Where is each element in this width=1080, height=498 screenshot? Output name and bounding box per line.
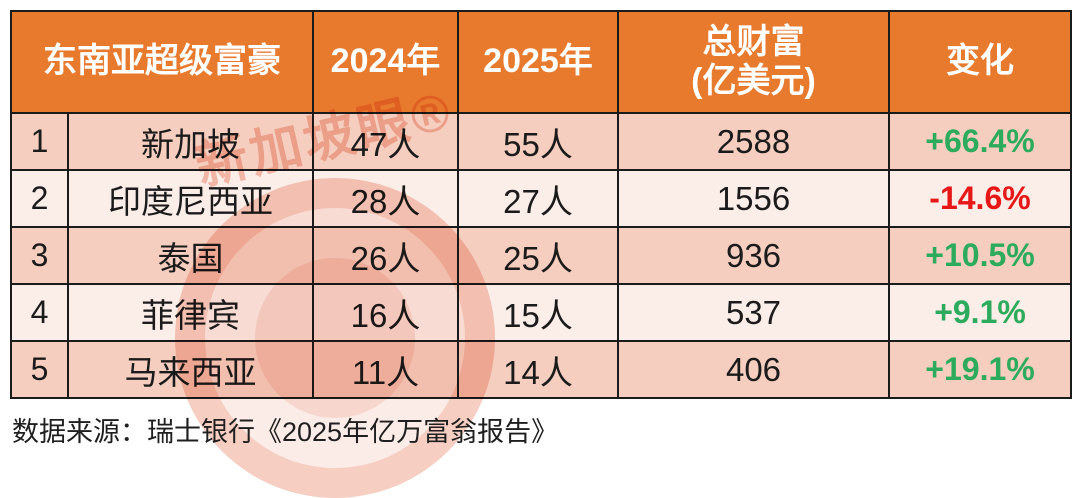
header-wealth-cell: 总财富 (亿美元) [617,10,890,114]
table-header: 东南亚超级富豪 2024年 2025年 总财富 (亿美元) 变化 [10,10,1072,114]
header-2024-cell: 2024年 [312,10,459,114]
rank-cell: 3 [10,226,69,285]
country-cell: 新加坡 [67,112,314,171]
wealth-cell: 2588 [617,112,890,171]
wealth-cell: 1556 [617,169,890,228]
table-row-thailand: 3 泰国 26人 25人 936 +10.5% [10,226,1072,285]
table-title: 东南亚超级富豪 [43,42,281,81]
header-change-cell: 变化 [888,10,1072,114]
count-2024-cell: 26人 [312,226,459,285]
count-2025-cell: 15人 [457,283,619,342]
country-cell: 马来西亚 [67,340,314,399]
change-cell: -14.6% [888,169,1072,228]
table-row-singapore: 1 新加坡 47人 55人 2588 +66.4% [10,112,1072,171]
count-2024-cell: 28人 [312,169,459,228]
table-row-indonesia: 2 印度尼西亚 28人 27人 1556 -14.6% [10,169,1072,228]
country-cell: 菲律宾 [67,283,314,342]
count-2024-cell: 47人 [312,112,459,171]
count-2024-cell: 11人 [312,340,459,399]
rank-cell: 2 [10,169,69,228]
header-change-label: 变化 [946,42,1014,81]
table-row-malaysia: 5 马来西亚 11人 14人 406 +19.1% [10,340,1072,399]
rich-list-table: 东南亚超级富豪 2024年 2025年 总财富 (亿美元) 变化 1 新加坡 4… [10,10,1072,399]
country-cell: 印度尼西亚 [67,169,314,228]
wealth-cell: 936 [617,226,890,285]
wealth-cell: 537 [617,283,890,342]
count-2025-cell: 55人 [457,112,619,171]
count-2024-cell: 16人 [312,283,459,342]
rank-cell: 5 [10,340,69,399]
count-2025-cell: 27人 [457,169,619,228]
rank-cell: 4 [10,283,69,342]
table-row-philippines: 4 菲律宾 16人 15人 537 +9.1% [10,283,1072,342]
header-title-cell: 东南亚超级富豪 [10,10,314,114]
count-2025-cell: 25人 [457,226,619,285]
change-cell: +9.1% [888,283,1072,342]
rank-cell: 1 [10,112,69,171]
header-2025-label: 2025年 [483,42,593,81]
count-2025-cell: 14人 [457,340,619,399]
change-cell: +66.4% [888,112,1072,171]
table-body: 1 新加坡 47人 55人 2588 +66.4% 2 印度尼西亚 28人 27… [10,112,1072,399]
change-cell: +10.5% [888,226,1072,285]
header-2025-cell: 2025年 [457,10,619,114]
header-wealth-label-line2: (亿美元) [691,62,816,100]
header-row: 东南亚超级富豪 2024年 2025年 总财富 (亿美元) 变化 [10,10,1072,114]
header-2024-label: 2024年 [330,42,441,81]
change-cell: +19.1% [888,340,1072,399]
country-cell: 泰国 [67,226,314,285]
header-wealth-label-line1: 总财富 [702,22,805,61]
wealth-cell: 406 [617,340,890,399]
data-source-note: 数据来源：瑞士银行《2025年亿万富翁报告》 [12,417,559,447]
